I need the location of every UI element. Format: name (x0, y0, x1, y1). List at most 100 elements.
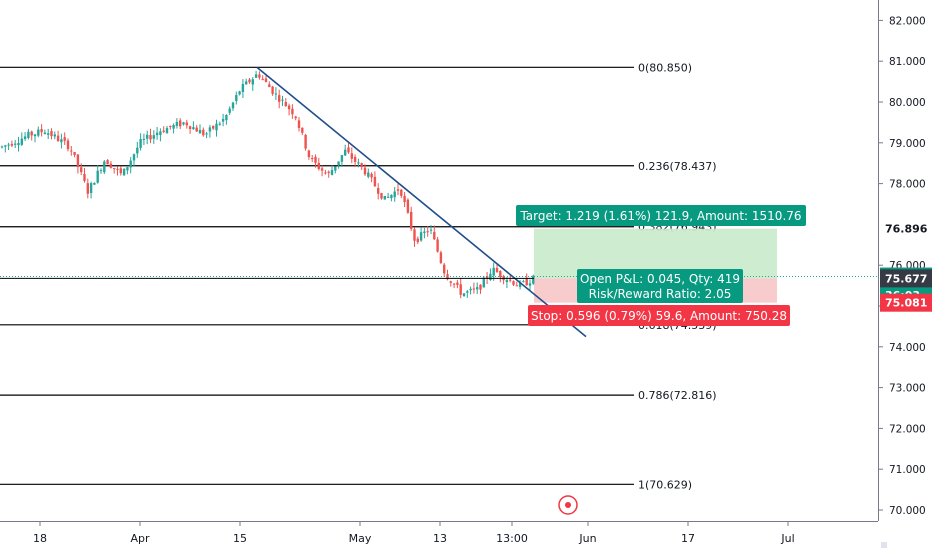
candle-body[interactable] (297, 120, 301, 128)
candle-body[interactable] (489, 273, 492, 281)
candle-body[interactable] (410, 211, 413, 229)
candle-body[interactable] (132, 154, 136, 161)
candle-body[interactable] (340, 155, 344, 162)
candle-body[interactable] (152, 135, 155, 139)
candle-body[interactable] (188, 126, 192, 129)
candle-body[interactable] (73, 152, 76, 155)
candle-body[interactable] (485, 276, 489, 279)
candle-body[interactable] (472, 288, 476, 290)
candle-body[interactable] (103, 161, 106, 173)
candle-body[interactable] (324, 172, 327, 174)
candle-body[interactable] (400, 189, 403, 196)
candle-body[interactable] (532, 275, 535, 284)
candle-body[interactable] (469, 288, 472, 291)
candle-body[interactable] (228, 108, 231, 113)
candle-body[interactable] (212, 125, 215, 129)
candle-body[interactable] (10, 143, 14, 146)
candle-body[interactable] (76, 154, 80, 168)
candle-body[interactable] (66, 140, 70, 150)
candle-body[interactable] (142, 138, 146, 140)
candle-body[interactable] (264, 78, 268, 82)
candle-body[interactable] (499, 271, 502, 277)
candle-body[interactable] (518, 282, 522, 287)
candle-body[interactable] (149, 135, 152, 140)
candle-body[interactable] (215, 123, 218, 131)
candle-body[interactable] (17, 142, 20, 146)
candle-body[interactable] (433, 231, 436, 240)
candle-body[interactable] (241, 84, 245, 92)
candle-body[interactable] (238, 91, 241, 95)
candle-body[interactable] (380, 193, 383, 199)
candle-body[interactable] (443, 264, 446, 274)
candle-body[interactable] (83, 173, 86, 181)
candle-body[interactable] (278, 95, 281, 102)
candle-body[interactable] (235, 95, 238, 101)
candle-body[interactable] (245, 81, 248, 85)
candle-body[interactable] (221, 118, 225, 122)
candle-body[interactable] (528, 283, 532, 286)
candle-body[interactable] (63, 137, 66, 141)
candle-body[interactable] (225, 115, 228, 121)
candle-body[interactable] (218, 123, 221, 125)
candle-body[interactable] (56, 135, 60, 142)
candle-body[interactable] (50, 131, 53, 137)
candle-body[interactable] (116, 168, 119, 170)
candle-body[interactable] (248, 79, 251, 83)
candle-body[interactable] (370, 173, 373, 178)
candle-body[interactable] (33, 134, 37, 137)
candle-body[interactable] (479, 284, 482, 290)
candle-body[interactable] (509, 279, 512, 281)
candle-body[interactable] (294, 116, 297, 119)
candle-body[interactable] (377, 188, 380, 194)
candle-body[interactable] (30, 131, 33, 136)
candle-body[interactable] (347, 147, 350, 153)
candle-body[interactable] (169, 125, 172, 128)
candle-body[interactable] (462, 293, 466, 297)
candle-body[interactable] (96, 170, 99, 183)
candle-body[interactable] (396, 189, 400, 191)
candle-body[interactable] (393, 191, 396, 198)
candle-body[interactable] (512, 281, 515, 285)
candle-body[interactable] (162, 130, 165, 132)
candle-body[interactable] (155, 132, 159, 136)
candle-body[interactable] (291, 108, 294, 115)
candle-body[interactable] (175, 122, 179, 126)
candle-body[interactable] (320, 168, 324, 171)
candle-body[interactable] (337, 161, 340, 166)
candle-body[interactable] (350, 153, 353, 159)
candle-body[interactable] (60, 139, 63, 143)
candle-body[interactable] (198, 129, 202, 134)
candle-body[interactable] (327, 171, 330, 174)
candle-body[interactable] (403, 195, 406, 203)
candle-body[interactable] (109, 163, 113, 168)
candle-body[interactable] (208, 127, 212, 132)
candle-body[interactable] (53, 134, 56, 137)
candle-body[interactable] (40, 129, 43, 133)
candle-body[interactable] (231, 102, 235, 109)
candle-body[interactable] (113, 167, 116, 169)
candle-body[interactable] (271, 86, 274, 94)
candle-body[interactable] (0, 146, 4, 148)
candle-body[interactable] (106, 160, 109, 165)
candle-body[interactable] (419, 232, 423, 241)
candle-body[interactable] (452, 283, 456, 285)
candle-body[interactable] (70, 150, 73, 152)
candle-body[interactable] (258, 74, 261, 78)
candle-body[interactable] (80, 167, 83, 173)
candle-body[interactable] (281, 99, 284, 101)
candle-body[interactable] (459, 284, 462, 295)
candle-body[interactable] (383, 195, 386, 200)
candle-body[interactable] (27, 131, 30, 139)
candle-body[interactable] (47, 133, 50, 135)
candle-body[interactable] (525, 278, 528, 286)
candle-body[interactable] (274, 93, 278, 95)
candle-body[interactable] (495, 267, 499, 273)
candle-body[interactable] (139, 139, 142, 148)
candle-body[interactable] (89, 183, 93, 194)
candle-body[interactable] (136, 147, 139, 154)
candle-body[interactable] (373, 176, 377, 187)
candle-body[interactable] (182, 122, 185, 125)
candle-body[interactable] (4, 145, 7, 147)
candle-body[interactable] (146, 134, 149, 139)
